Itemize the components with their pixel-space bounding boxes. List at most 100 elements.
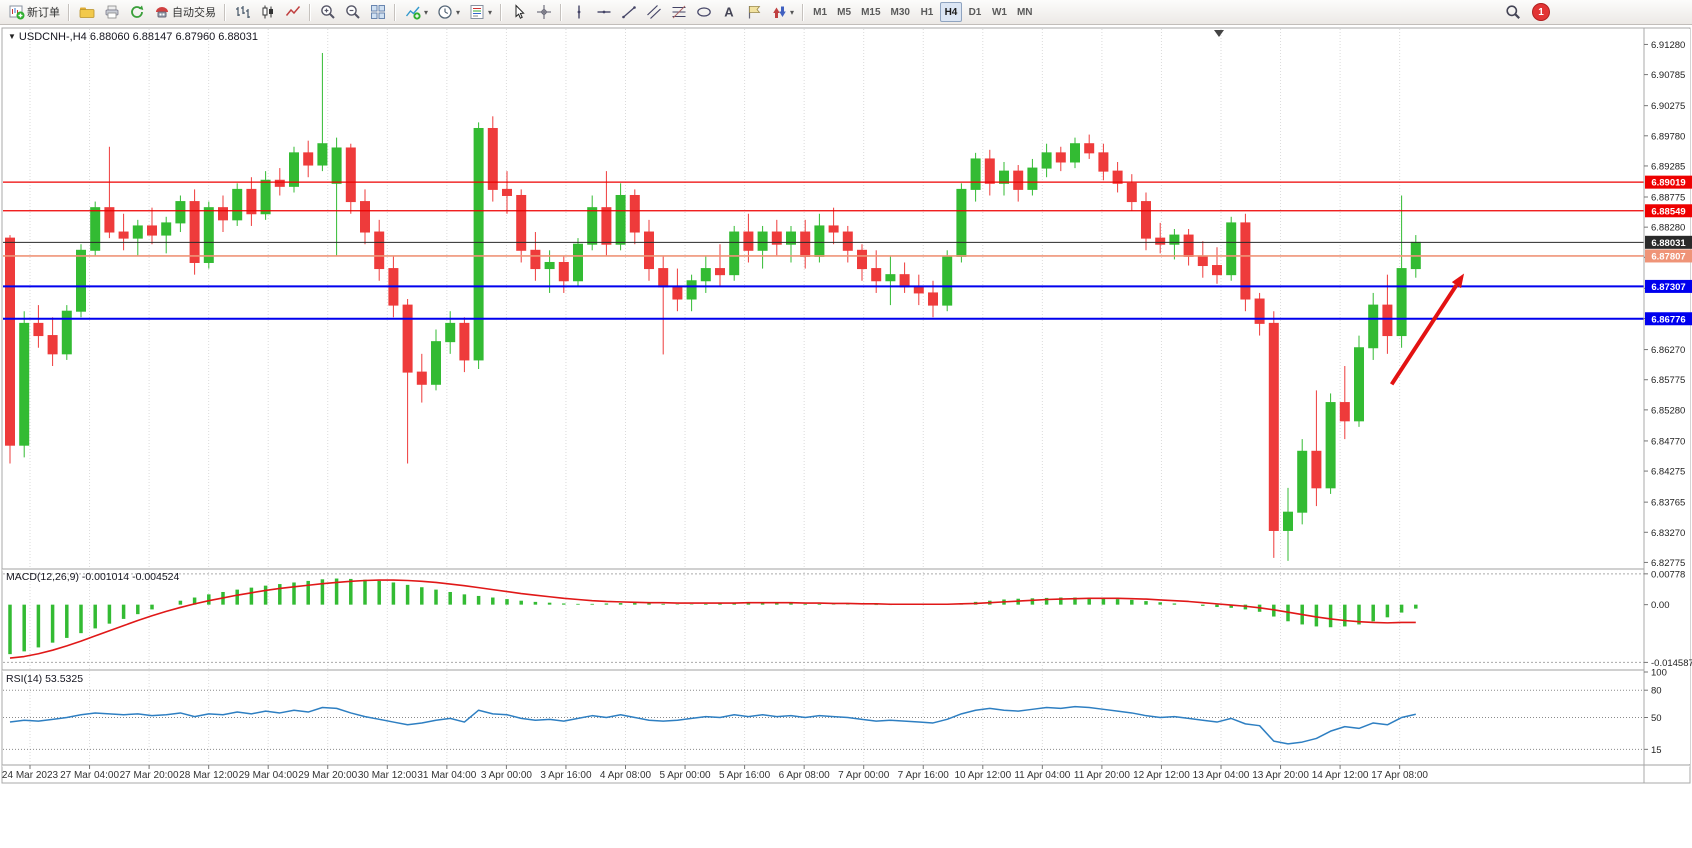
hline-icon xyxy=(595,4,612,21)
bar-chart-button[interactable] xyxy=(231,2,254,23)
periods-button[interactable]: ▾ xyxy=(433,2,463,23)
timeframe-mn-button[interactable]: MN xyxy=(1013,2,1037,22)
vertical-line-button[interactable] xyxy=(567,2,590,23)
svg-text:6.89780: 6.89780 xyxy=(1651,131,1685,142)
horizontal-line-button[interactable] xyxy=(592,2,615,23)
svg-text:6.85280: 6.85280 xyxy=(1651,405,1685,416)
label-button[interactable] xyxy=(742,2,765,23)
candle-chart-icon xyxy=(259,4,276,21)
crosshair-button[interactable] xyxy=(532,2,555,23)
svg-text:17 Apr 08:00: 17 Apr 08:00 xyxy=(1371,770,1428,781)
chart-title-overlay: ▼ USDCNH-,H4 6.88060 6.88147 6.87960 6.88… xyxy=(8,31,258,43)
channel-button[interactable] xyxy=(642,2,665,23)
timeframe-m30-button[interactable]: M30 xyxy=(887,2,914,22)
svg-text:80: 80 xyxy=(1651,686,1662,697)
svg-text:6 Apr 08:00: 6 Apr 08:00 xyxy=(779,770,831,781)
time-axis[interactable]: 24 Mar 2023 27 Mar 04:00 27 Mar 20:00 28 Ma… xyxy=(2,765,1429,781)
text-button[interactable]: A xyxy=(717,2,740,23)
timeframe-h4-button[interactable]: H4 xyxy=(939,2,962,22)
zoom-out-button[interactable] xyxy=(341,2,364,23)
timeframe-d1-button[interactable]: D1 xyxy=(964,2,986,22)
fibonacci-button[interactable] xyxy=(667,2,690,23)
svg-text:24 Mar 2023: 24 Mar 2023 xyxy=(2,770,59,781)
auto-trading-button[interactable]: 自动交易 xyxy=(150,2,219,23)
annotation-arrow[interactable] xyxy=(1389,273,1465,386)
templates-icon xyxy=(468,4,485,21)
search-button[interactable] xyxy=(1501,2,1524,23)
rsi-indicator-label: RSI(14) 53.5325 xyxy=(6,673,84,685)
svg-text:6.90785: 6.90785 xyxy=(1651,70,1685,81)
tile-windows-icon xyxy=(369,4,386,21)
svg-text:12 Apr 12:00: 12 Apr 12:00 xyxy=(1133,770,1190,781)
timeframe-h1-button[interactable]: H1 xyxy=(916,2,938,22)
search-icon xyxy=(1504,4,1521,21)
price-tag-6.86776: 6.86776 xyxy=(1645,312,1692,326)
chevron-down-icon: ▾ xyxy=(488,7,493,17)
price-tag-6.87807: 6.87807 xyxy=(1645,249,1692,263)
timeframe-m5-button[interactable]: M5 xyxy=(833,2,855,22)
auto-trading-button-label: 自动交易 xyxy=(172,7,216,19)
shapes-button[interactable] xyxy=(692,2,715,23)
svg-text:6.87307: 6.87307 xyxy=(1651,282,1685,293)
new-order-button-label: 新订单 xyxy=(27,7,60,19)
new-order-button[interactable]: 新订单 xyxy=(5,2,63,23)
indicators-button[interactable]: ▾ xyxy=(401,2,431,23)
line-chart-icon xyxy=(284,4,301,21)
svg-text:6.85775: 6.85775 xyxy=(1651,375,1685,386)
arrows-icon xyxy=(770,4,787,21)
collapse-arrow-icon[interactable]: ▼ xyxy=(8,32,16,41)
chart-shift-marker[interactable] xyxy=(1214,30,1224,37)
svg-text:5 Apr 16:00: 5 Apr 16:00 xyxy=(719,770,771,781)
zoom-in-button[interactable] xyxy=(316,2,339,23)
new-order-icon xyxy=(8,4,25,21)
svg-text:11 Apr 20:00: 11 Apr 20:00 xyxy=(1074,770,1130,781)
toolbar-separator xyxy=(560,3,563,21)
timeframe-m15-button[interactable]: M15 xyxy=(857,2,884,22)
svg-text:6.83270: 6.83270 xyxy=(1651,528,1685,539)
autotrade-icon xyxy=(153,4,170,21)
line-chart-button[interactable] xyxy=(281,2,304,23)
svg-text:6.90275: 6.90275 xyxy=(1651,101,1685,112)
toolbar-separator xyxy=(394,3,396,21)
svg-text:6.86776: 6.86776 xyxy=(1651,314,1685,325)
print-icon xyxy=(103,4,120,21)
refresh-icon xyxy=(128,4,145,21)
svg-text:27 Mar 04:00: 27 Mar 04:00 xyxy=(60,770,119,781)
svg-text:28 Mar 12:00: 28 Mar 12:00 xyxy=(179,770,238,781)
refresh-button[interactable] xyxy=(125,2,148,23)
folder-icon xyxy=(78,4,95,21)
candlestick-chart-button[interactable] xyxy=(256,2,279,23)
timeframe-m1-button[interactable]: M1 xyxy=(809,2,831,22)
timeframe-w1-button[interactable]: W1 xyxy=(988,2,1011,22)
horizontal-lines-layer xyxy=(3,181,1644,320)
svg-text:6.83765: 6.83765 xyxy=(1651,498,1685,509)
arrows-button[interactable]: ▾ xyxy=(767,2,797,23)
notification-badge[interactable]: 1 xyxy=(1532,3,1550,21)
open-data-folder-button[interactable] xyxy=(75,2,98,23)
fibonacci-icon xyxy=(670,4,687,21)
zoom-out-icon xyxy=(344,4,361,21)
panel-separators xyxy=(2,568,1690,767)
print-button[interactable] xyxy=(100,2,123,23)
label-icon xyxy=(745,4,762,21)
tile-windows-button[interactable] xyxy=(366,2,389,23)
templates-button[interactable]: ▾ xyxy=(465,2,495,23)
trendline-button[interactable] xyxy=(617,2,640,23)
svg-text:6.87807: 6.87807 xyxy=(1651,251,1685,262)
svg-text:6.84770: 6.84770 xyxy=(1651,436,1685,447)
svg-text:6.82775: 6.82775 xyxy=(1651,558,1685,569)
svg-text:6.89285: 6.89285 xyxy=(1651,161,1685,172)
toolbar-separator xyxy=(68,3,70,21)
toolbar-right-group: 1 xyxy=(1500,2,1550,23)
cursor-button[interactable] xyxy=(507,2,530,23)
svg-text:27 Mar 20:00: 27 Mar 20:00 xyxy=(120,770,179,781)
svg-text:6.91280: 6.91280 xyxy=(1651,40,1685,51)
trendline-icon xyxy=(620,4,637,21)
macd-signal-line xyxy=(9,579,1416,659)
price-axis[interactable]: 6.91280 6.90785 6.90275 6.89780 6.89285 6.887… xyxy=(1643,28,1692,783)
chevron-down-icon: ▾ xyxy=(790,7,795,17)
svg-text:100: 100 xyxy=(1651,668,1667,679)
channel-icon xyxy=(645,4,662,21)
price-tag-6.87307: 6.87307 xyxy=(1645,279,1692,293)
